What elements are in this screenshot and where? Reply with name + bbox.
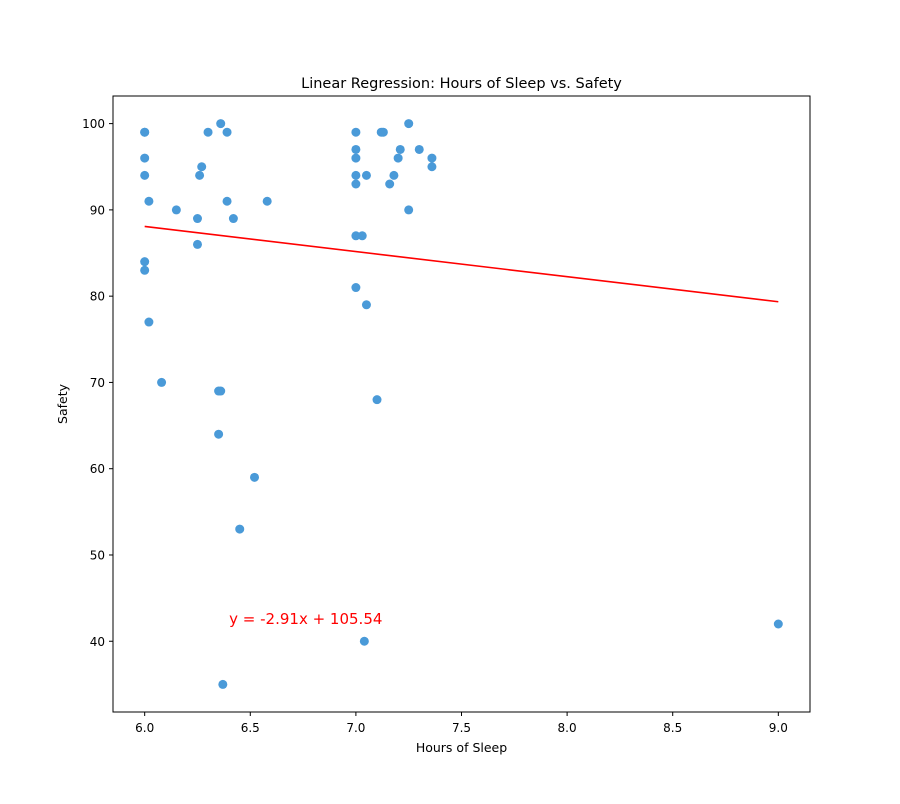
chart-title: Linear Regression: Hours of Sleep vs. Sa… bbox=[301, 76, 622, 92]
data-point bbox=[351, 283, 361, 293]
data-point bbox=[372, 395, 382, 405]
data-point bbox=[197, 162, 207, 172]
data-point bbox=[393, 153, 403, 163]
data-point bbox=[144, 317, 154, 327]
data-point bbox=[218, 679, 228, 689]
data-point bbox=[351, 144, 361, 154]
data-point bbox=[351, 127, 361, 137]
regression-equation: y = -2.91x + 105.54 bbox=[229, 610, 382, 628]
points-layer bbox=[140, 119, 783, 689]
y-tick-label: 70 bbox=[90, 376, 105, 390]
data-point bbox=[203, 127, 213, 137]
data-point bbox=[357, 231, 367, 241]
y-tick-label: 80 bbox=[90, 290, 105, 304]
data-point bbox=[140, 265, 150, 275]
data-point bbox=[192, 214, 202, 224]
data-point bbox=[195, 170, 205, 180]
y-tick-label: 90 bbox=[90, 203, 105, 217]
data-point bbox=[427, 162, 437, 172]
data-point bbox=[250, 472, 260, 482]
data-point bbox=[192, 239, 202, 249]
x-tick-label: 8.5 bbox=[663, 721, 682, 735]
data-point bbox=[228, 214, 238, 224]
y-tick-label: 50 bbox=[90, 548, 105, 562]
axes-layer: 6.0 6.5 7.0 7.5 8.0 8.5 9.0 40 50 60 70 80 90 100 bbox=[82, 95, 811, 735]
data-point bbox=[361, 170, 371, 180]
data-point bbox=[140, 153, 150, 163]
data-point bbox=[140, 170, 150, 180]
data-point bbox=[359, 636, 369, 646]
data-point bbox=[378, 127, 388, 137]
data-point bbox=[773, 619, 783, 629]
data-point bbox=[395, 144, 405, 154]
data-point bbox=[389, 170, 399, 180]
data-point bbox=[140, 257, 150, 267]
x-tick-label: 9.0 bbox=[769, 721, 788, 735]
data-point bbox=[144, 196, 154, 206]
data-point bbox=[351, 231, 361, 241]
data-point bbox=[171, 205, 181, 215]
data-point bbox=[262, 196, 272, 206]
data-point bbox=[235, 524, 245, 534]
x-tick-label: 8.0 bbox=[558, 721, 577, 735]
data-point bbox=[222, 127, 232, 137]
data-point bbox=[216, 119, 226, 129]
x-tick-label: 6.5 bbox=[241, 721, 260, 735]
data-point bbox=[216, 386, 226, 396]
data-point bbox=[404, 205, 414, 215]
y-tick-label: 40 bbox=[90, 635, 105, 649]
data-point bbox=[140, 127, 150, 137]
data-point bbox=[157, 377, 167, 387]
regression-line bbox=[144, 225, 779, 303]
x-axis-label: Hours of Sleep bbox=[416, 740, 507, 755]
data-point bbox=[385, 179, 395, 189]
y-axis-label: Safety bbox=[55, 383, 70, 424]
data-point bbox=[214, 429, 224, 439]
data-point bbox=[427, 153, 437, 163]
data-point bbox=[351, 170, 361, 180]
y-tick-label: 60 bbox=[90, 462, 105, 476]
data-point bbox=[222, 196, 232, 206]
y-tick-label: 100 bbox=[82, 117, 105, 131]
data-point bbox=[351, 153, 361, 163]
data-point bbox=[351, 179, 361, 189]
x-tick-label: 7.0 bbox=[346, 721, 365, 735]
regression-layer bbox=[144, 225, 779, 303]
x-tick-label: 7.5 bbox=[452, 721, 471, 735]
data-point bbox=[404, 119, 414, 129]
x-tick-label: 6.0 bbox=[135, 721, 154, 735]
data-point bbox=[414, 144, 424, 154]
data-point bbox=[361, 300, 371, 310]
